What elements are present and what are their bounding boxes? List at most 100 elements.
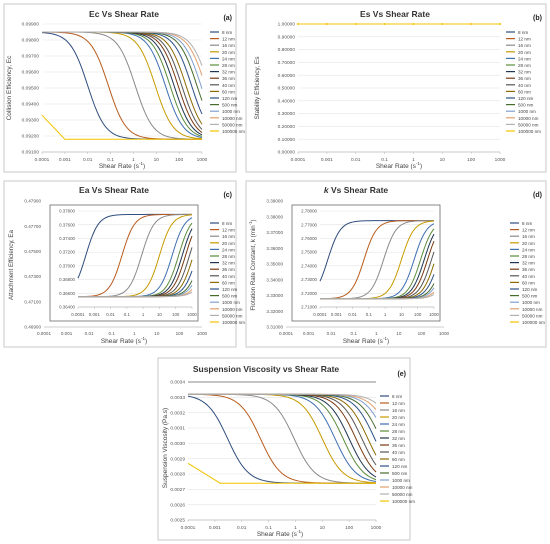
panel-d-inset-xtick-label: 10 xyxy=(399,312,404,317)
panel-c-inset-xtick-label: 0.01 xyxy=(106,312,115,317)
panel-d-inset-ytick-label: 2.74000 xyxy=(301,263,317,268)
panel-d-inset-xtick-label: 1 xyxy=(384,312,387,317)
panel-d-outer-xtick-label: 1 xyxy=(375,331,378,336)
panel-e-label: (e) xyxy=(397,371,406,378)
panel-e-legend-entry: 10000 nm xyxy=(392,485,413,490)
panel-d-outer-ytick-label: 3.39000 xyxy=(266,199,283,204)
panel-a-xtick-label: 100 xyxy=(175,157,183,163)
panel-c-ylabel: Attachment Efficiency, Ea xyxy=(8,229,15,299)
panel-b-xtick-label: 0.001 xyxy=(321,157,333,163)
panel-d-inset-axes: 2.71000 2.72000 2.73000 2.74000 2.75000 2.760… xyxy=(301,209,439,317)
panel-c-legend-entry: 50000 nm xyxy=(222,313,243,318)
panel-d-ylabel: Flotation Rate Constant, k (min-1) xyxy=(248,219,257,310)
panel-b-data-point xyxy=(412,23,415,25)
panel-e-plot xyxy=(187,381,377,484)
panel-e-xtick-label: 0.1 xyxy=(265,525,272,531)
panel-e-series-line xyxy=(187,462,376,484)
panel-a-ylabel: Collision Efficiency, Ec xyxy=(6,55,13,121)
panel-c-legend-entry: 40 nm xyxy=(222,274,235,279)
panel-e-ylabel: Suspension Viscosity (Pa.s) xyxy=(162,408,169,488)
panel-a-ytick-label: 0.09200 xyxy=(22,134,40,140)
panel-c-inset-ytick-label: 0.36600 xyxy=(59,291,75,296)
panel-c-outer-xtick-label: 0.1 xyxy=(109,331,116,336)
panel-a-legend-entry: 16 nm xyxy=(222,43,235,48)
panel-b-data-point xyxy=(297,23,299,25)
panel-b-legend-entry: 120 nm xyxy=(518,96,533,101)
panel-c-legend-entry: 500 nm xyxy=(222,294,237,299)
panel-d-inset-ytick-label: 2.71000 xyxy=(301,305,317,310)
panel-d-outer-xtick-label: 0.001 xyxy=(303,331,315,336)
panel-a-series-line xyxy=(42,31,203,66)
panel-b-xtick-label: 1000 xyxy=(495,157,506,163)
panel-d-inset-xtick-label: 0.001 xyxy=(331,312,343,317)
panel-e-xtick-label: 1 xyxy=(294,525,297,531)
panel-c-xlabel: Shear Rate (s-1) xyxy=(101,336,147,345)
panel-a-legend-entry: 28 nm xyxy=(222,63,235,68)
panel-b-ytick-label: 0.90000 xyxy=(278,34,296,40)
panel-a-xtick-label: 0.001 xyxy=(59,157,71,163)
panel-d-inset-ytick-label: 2.77000 xyxy=(301,222,317,227)
panel-b-legend-entry: 20 nm xyxy=(518,50,531,55)
panel-e-legend-entry: 16 nm xyxy=(392,408,405,413)
panel-e-ytick-label: 0.0033 xyxy=(170,395,185,401)
panel-c-legend-entry: 60 nm xyxy=(222,280,235,285)
panel-b-legend-entry: 24 nm xyxy=(518,56,531,61)
panel-a-xtick-label: 0.1 xyxy=(107,157,114,163)
panel-a-title: Ec Vs Shear Rate xyxy=(89,9,159,19)
panel-a-legend-entry: 12 nm xyxy=(222,37,235,42)
panel-d-inset-ytick-label: 2.75000 xyxy=(301,250,317,255)
panel-e-legend-entry: 100000 nm xyxy=(392,499,415,504)
panel-d-inset-frame xyxy=(291,204,441,322)
panel-a-ytick-label: 0.09600 xyxy=(22,70,40,76)
panel-e-legend-entry: 28 nm xyxy=(392,429,405,434)
panel-e-title: Suspension Viscosity vs Shear Rate xyxy=(193,364,340,374)
panel-d-outer-xtick-label: 0.01 xyxy=(327,331,336,336)
panel-a-legend-entry: 1000 nm xyxy=(222,109,240,114)
panel-c-inset-frame xyxy=(49,204,199,322)
panel-e-legend-entry: 50000 nm xyxy=(392,492,413,497)
panel-a-legend-entry: 60 nm xyxy=(222,89,235,94)
panel-c-legend-entry: 32 nm xyxy=(222,261,235,266)
panel-c-outer-xtick-label: 1 xyxy=(133,331,136,336)
panel-e-ytick-label: 0.0025 xyxy=(170,518,185,524)
panel-b-legend-entry: 1000 nm xyxy=(518,109,536,114)
panel-d-legend-entry: 50000 nm xyxy=(522,313,543,318)
panel-d-inset-xtick-label: 0.01 xyxy=(348,312,357,317)
panel-c-inset-xtick-label: 10 xyxy=(157,312,162,317)
panel-c-inset-xtick-label: 0.001 xyxy=(89,312,101,317)
panel-d-legend-entry: 12 nm xyxy=(522,228,535,233)
panel-c-outer-ytick-label: 0.47700 xyxy=(24,224,41,229)
panel-e-ytick-label: 0.0032 xyxy=(170,410,185,416)
panel-e-legend-entry: 500 nm xyxy=(392,471,407,476)
panel-c-legend-entry: 120 nm xyxy=(222,287,237,292)
panel-e-legend-entry: 8 nm xyxy=(392,394,402,399)
panel-e-xtick-label: 0.001 xyxy=(209,525,221,531)
panel-e-ytick-label: 0.0026 xyxy=(170,502,185,508)
panel-a-ytick-label: 0.09700 xyxy=(22,54,40,60)
panel-e-legend-entry: 12 nm xyxy=(392,401,405,406)
panel-d-inset-ytick-label: 2.73000 xyxy=(301,277,317,282)
panel-d-legend-entry: 24 nm xyxy=(522,247,535,252)
panel-d-inset-xtick-label: 0.0001 xyxy=(313,312,327,317)
panel-e-legend-entry: 32 nm xyxy=(392,436,405,441)
panel-c-legend-entry: 24 nm xyxy=(222,247,235,252)
panel-a-xtick-label: 0.0001 xyxy=(35,157,50,163)
panel-a-label: (a) xyxy=(223,15,232,22)
panel-e-ytick-label: 0.0031 xyxy=(170,426,185,432)
panel-d-legend-entry: 60 nm xyxy=(522,280,535,285)
panel-a-xtick-label: 0.01 xyxy=(83,157,93,163)
panel-a-xtick-label: 1 xyxy=(132,157,135,163)
panel-e-legend-entry: 36 nm xyxy=(392,443,405,448)
panel-b-ytick-label: 1.00000 xyxy=(278,22,296,28)
panel-d-xlabel: Shear Rate (s-1) xyxy=(343,336,389,345)
panel-a-xtick-label: 10 xyxy=(154,157,160,163)
panel-e-ytick-label: 0.0028 xyxy=(170,472,185,478)
panel-d-plot xyxy=(319,220,435,300)
panel-b-legend-entry: 50000 nm xyxy=(518,122,539,127)
panel-d-legend-entry: 28 nm xyxy=(522,254,535,259)
panel-e-xtick-label: 10 xyxy=(320,525,326,531)
panel-e-xtick-label: 0.0001 xyxy=(181,525,196,531)
panel-a-legend-entry: 36 nm xyxy=(222,76,235,81)
panel-c-outer-xtick-label: 100 xyxy=(176,331,184,336)
